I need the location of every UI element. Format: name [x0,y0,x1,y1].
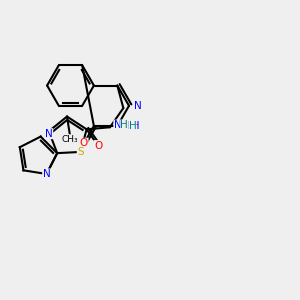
Text: S: S [77,147,84,157]
Text: O: O [80,138,88,148]
Text: O: O [94,141,102,151]
Text: N: N [134,101,142,111]
Text: N: N [43,169,50,179]
Text: NH: NH [124,121,140,131]
Text: H: H [129,121,136,131]
Text: H: H [120,120,128,130]
Text: CH₃: CH₃ [62,135,78,144]
Text: N: N [122,121,130,131]
Text: N: N [45,129,53,139]
Text: N: N [113,120,121,130]
